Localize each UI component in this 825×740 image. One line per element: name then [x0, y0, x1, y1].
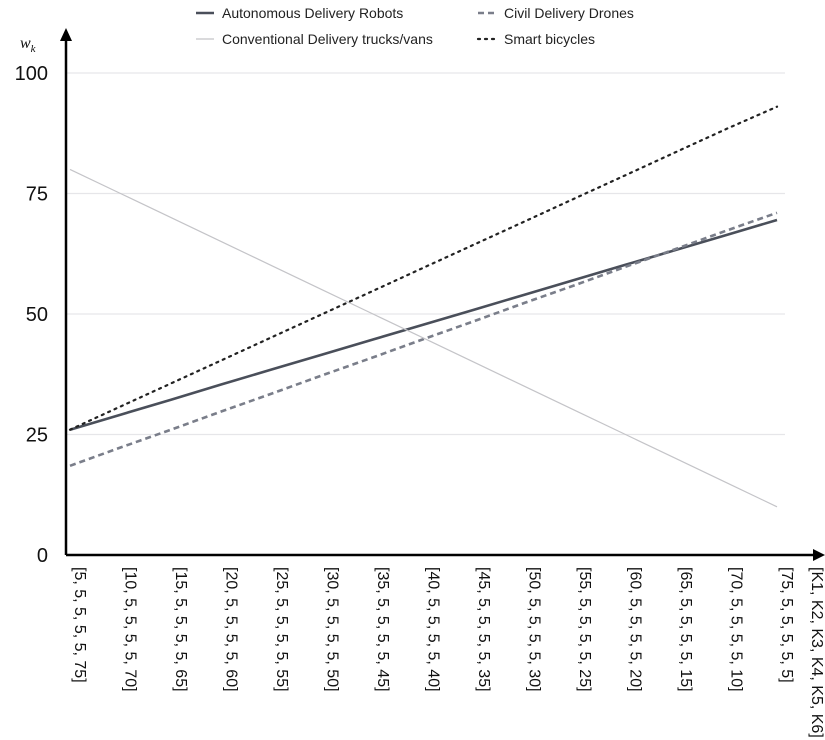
x-axis-arrow [813, 549, 825, 561]
x-tick-label: [55, 5, 5, 5, 5, 25] [576, 567, 593, 692]
y-axis-arrow [60, 28, 72, 41]
y-axis-label: wk [20, 35, 37, 55]
series-line-4 [68, 105, 779, 431]
series-line-3 [69, 168, 778, 508]
x-tick-label: [50, 5, 5, 5, 5, 30] [526, 567, 543, 692]
y-tick-label: 100 [15, 63, 48, 85]
x-tick-label: [5, 5, 5, 5, 5, 75] [71, 567, 88, 683]
x-tick-label: [75, 5, 5, 5, 5, 5] [778, 567, 795, 683]
x-tick-label: [25, 5, 5, 5, 5, 55] [273, 567, 290, 692]
y-tick-label: 0 [37, 545, 48, 567]
y-tick-label: 50 [26, 304, 48, 326]
x-tick-label: [70, 5, 5, 5, 5, 10] [728, 567, 745, 692]
x-axis-label: [K1, K2, K3, K4, K5, K6] [808, 567, 825, 738]
gridlines [66, 72, 785, 436]
legend-label: Civil Delivery Drones [504, 5, 634, 21]
x-tick-label: [35, 5, 5, 5, 5, 45] [374, 567, 391, 692]
legend: Autonomous Delivery Robots Civil Delivery… [196, 5, 634, 47]
x-tick-label: [40, 5, 5, 5, 5, 40] [425, 567, 442, 692]
series-line-1 [69, 218, 778, 431]
y-tick-labels: 0 25 50 75 100 [15, 63, 48, 567]
legend-label: Conventional Delivery trucks/vans [222, 31, 433, 47]
series-lines [68, 105, 779, 508]
legend-label: Autonomous Delivery Robots [222, 5, 403, 21]
x-tick-label: [65, 5, 5, 5, 5, 15] [677, 567, 694, 692]
x-tick-label: [60, 5, 5, 5, 5, 20] [627, 567, 644, 692]
x-tick-labels: [5, 5, 5, 5, 5, 75] [10, 5, 5, 5, 5, 70] [… [71, 567, 795, 692]
y-tick-label: 75 [26, 184, 48, 206]
x-tick-label: [15, 5, 5, 5, 5, 65] [172, 567, 189, 692]
x-tick-label: [30, 5, 5, 5, 5, 50] [324, 567, 341, 692]
y-tick-label: 25 [26, 425, 48, 447]
x-tick-label: [20, 5, 5, 5, 5, 60] [223, 567, 240, 692]
legend-label: Smart bicycles [504, 31, 595, 47]
x-tick-label: [45, 5, 5, 5, 5, 35] [475, 567, 492, 692]
series-line-2 [69, 211, 778, 468]
axes [60, 28, 825, 561]
x-tick-label: [10, 5, 5, 5, 5, 70] [122, 567, 139, 692]
